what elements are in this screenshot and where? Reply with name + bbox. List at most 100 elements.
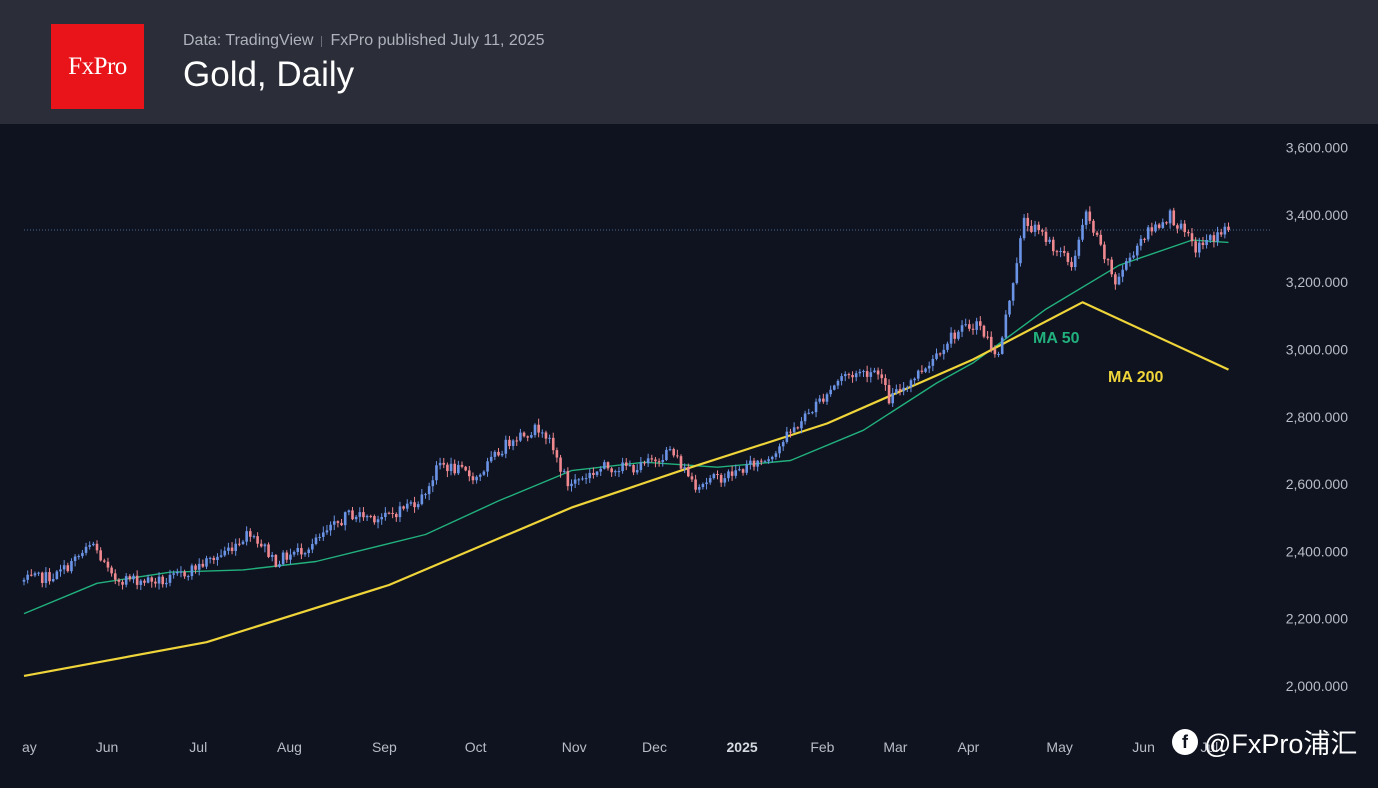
candle: [449, 463, 453, 472]
candle: [694, 479, 697, 490]
candle: [617, 471, 621, 473]
candle: [380, 517, 383, 520]
candle: [1139, 238, 1143, 246]
candle: [851, 374, 854, 378]
candle: [55, 571, 59, 579]
candle: [938, 353, 942, 355]
ma200-line: [23, 301, 1229, 677]
candle: [811, 412, 814, 414]
candle: [1216, 232, 1219, 242]
candle: [1205, 239, 1208, 246]
candle: [1135, 245, 1139, 256]
candle: [825, 394, 829, 402]
candle: [37, 572, 40, 574]
candle: [468, 470, 471, 477]
candle: [836, 380, 840, 386]
candle: [774, 453, 778, 457]
candle: [891, 392, 894, 404]
candle: [960, 325, 964, 332]
candle: [1187, 232, 1190, 234]
candle: [186, 576, 190, 578]
candle: [931, 358, 935, 366]
candle: [285, 552, 289, 560]
candle: [884, 378, 887, 386]
candle: [606, 462, 610, 469]
candle: [489, 456, 493, 462]
candle: [358, 512, 362, 517]
candle: [44, 572, 48, 584]
candle: [650, 458, 654, 460]
watermark-text: @FxPro浦汇: [1204, 729, 1358, 759]
candle: [800, 421, 803, 429]
candle: [997, 353, 1000, 355]
candle: [81, 552, 84, 557]
candle: [292, 551, 296, 555]
candle: [989, 336, 993, 350]
candle: [322, 532, 325, 537]
candle: [208, 557, 212, 559]
candle: [216, 556, 219, 560]
candle: [1062, 250, 1066, 253]
candle: [238, 543, 241, 545]
candle: [154, 581, 157, 584]
candle: [555, 450, 559, 458]
candle: [840, 376, 843, 381]
candle: [865, 371, 869, 377]
candle: [781, 441, 785, 447]
candle: [818, 398, 821, 402]
candle: [165, 582, 168, 585]
candle: [541, 432, 544, 434]
candle: [409, 502, 413, 504]
candle: [420, 494, 424, 505]
candle: [511, 440, 515, 447]
candle: [230, 547, 234, 552]
candle: [128, 576, 132, 580]
candle: [66, 565, 70, 572]
candle: [654, 459, 657, 462]
x-tick-label: Jun: [96, 739, 119, 755]
candle: [745, 464, 748, 473]
candle: [843, 374, 847, 377]
candle: [829, 389, 832, 395]
candle: [1132, 255, 1135, 258]
price-chart[interactable]: 3,600.000 3,400.000 3,200.000 3,000.000 2,80…: [0, 124, 1378, 788]
candle: [1161, 222, 1165, 228]
candle: [1033, 224, 1037, 232]
candle: [1208, 235, 1212, 240]
candle: [1183, 223, 1186, 233]
candle: [464, 466, 467, 471]
candle: [814, 401, 818, 413]
fxpro-logo[interactable]: FxPro: [51, 24, 144, 109]
candle: [453, 463, 456, 474]
candle: [789, 431, 792, 433]
social-app-icon: f: [1172, 728, 1198, 755]
x-tick-label: Jul: [1200, 739, 1218, 755]
candle: [595, 471, 599, 476]
candle: [176, 571, 179, 574]
candle: [679, 456, 683, 469]
candle: [705, 482, 708, 485]
candle: [259, 543, 263, 547]
candle: [760, 460, 763, 462]
candle: [603, 462, 606, 469]
candle: [530, 435, 533, 438]
candle: [986, 336, 989, 338]
candle: [303, 553, 307, 555]
candle: [982, 325, 986, 337]
x-tick-label: Aug: [277, 739, 302, 755]
candle: [719, 474, 723, 483]
candle: [190, 565, 194, 577]
candle: [869, 372, 873, 377]
y-tick-label: 3,000.000: [1286, 341, 1348, 357]
candle: [508, 439, 511, 447]
candle: [227, 547, 230, 551]
candle: [1168, 210, 1172, 224]
candle: [395, 513, 398, 518]
candle: [325, 530, 329, 533]
candle: [1088, 211, 1092, 221]
x-tick-label: Feb: [810, 739, 834, 755]
candle: [1103, 244, 1106, 260]
candle: [526, 436, 529, 438]
candle: [690, 476, 694, 480]
candle: [924, 368, 927, 372]
